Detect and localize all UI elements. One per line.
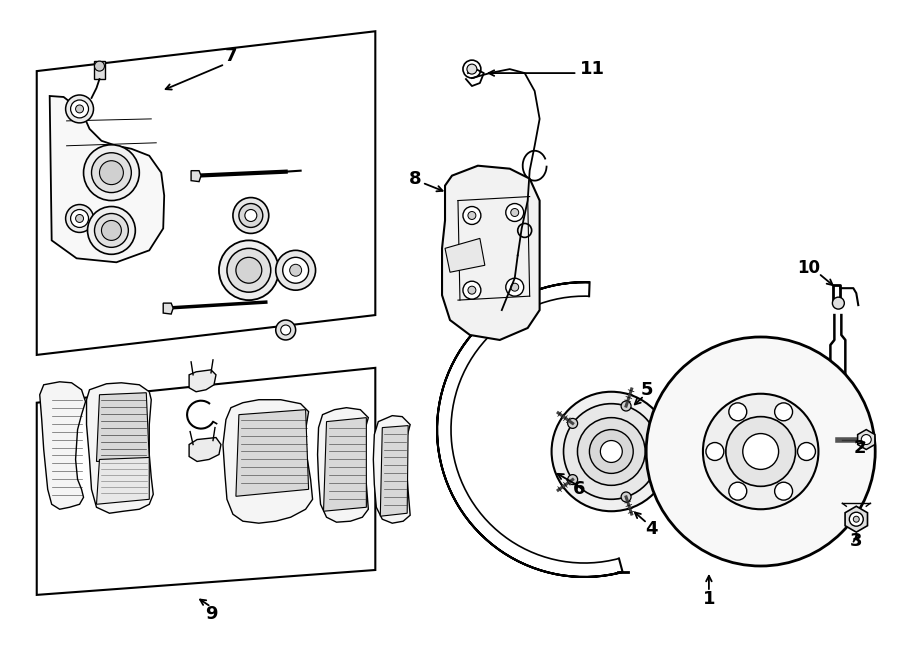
Circle shape <box>227 248 271 292</box>
Circle shape <box>467 64 477 74</box>
Circle shape <box>729 482 747 500</box>
Circle shape <box>92 153 131 193</box>
Circle shape <box>506 278 524 296</box>
Circle shape <box>646 337 875 566</box>
Polygon shape <box>191 171 201 181</box>
Circle shape <box>568 475 578 485</box>
Polygon shape <box>323 418 366 511</box>
Circle shape <box>219 240 279 300</box>
Circle shape <box>510 283 518 291</box>
Circle shape <box>703 394 818 509</box>
Polygon shape <box>163 303 173 314</box>
Circle shape <box>245 209 256 222</box>
Text: 9: 9 <box>205 605 217 623</box>
Circle shape <box>66 95 94 123</box>
Polygon shape <box>37 31 375 355</box>
Circle shape <box>87 207 135 254</box>
Circle shape <box>76 214 84 222</box>
Circle shape <box>275 320 296 340</box>
Polygon shape <box>223 400 312 523</box>
Polygon shape <box>40 382 86 509</box>
Circle shape <box>76 105 84 113</box>
Polygon shape <box>381 426 409 516</box>
Polygon shape <box>86 383 153 513</box>
Circle shape <box>729 403 747 421</box>
Polygon shape <box>374 416 410 523</box>
Circle shape <box>742 434 778 469</box>
Polygon shape <box>845 506 868 532</box>
Circle shape <box>102 220 122 240</box>
Circle shape <box>100 161 123 185</box>
Circle shape <box>463 281 481 299</box>
Circle shape <box>706 442 724 461</box>
Circle shape <box>236 258 262 283</box>
Circle shape <box>275 250 316 290</box>
Polygon shape <box>442 166 540 340</box>
Circle shape <box>281 325 291 335</box>
Ellipse shape <box>279 436 292 459</box>
Circle shape <box>654 446 664 457</box>
Circle shape <box>506 203 524 222</box>
Circle shape <box>600 440 622 463</box>
Polygon shape <box>50 96 164 262</box>
Text: 3: 3 <box>850 532 862 550</box>
Polygon shape <box>445 238 485 272</box>
Circle shape <box>290 264 302 276</box>
Text: 4: 4 <box>645 520 657 538</box>
Bar <box>94 61 105 79</box>
Circle shape <box>94 214 129 248</box>
Text: 11: 11 <box>580 60 605 78</box>
Polygon shape <box>236 410 309 496</box>
Circle shape <box>853 516 859 522</box>
Circle shape <box>463 207 481 224</box>
Text: 8: 8 <box>409 169 421 187</box>
Text: 2: 2 <box>853 438 866 457</box>
Circle shape <box>850 512 863 526</box>
Circle shape <box>233 197 269 234</box>
Text: 7: 7 <box>225 47 238 65</box>
Polygon shape <box>189 438 221 461</box>
Text: 5: 5 <box>641 381 653 399</box>
Circle shape <box>552 392 671 511</box>
Ellipse shape <box>256 434 274 461</box>
Circle shape <box>621 401 631 411</box>
Circle shape <box>578 418 645 485</box>
Circle shape <box>94 61 104 71</box>
Circle shape <box>510 209 518 216</box>
Wedge shape <box>437 282 623 577</box>
Circle shape <box>775 403 793 421</box>
Bar <box>826 378 849 392</box>
Circle shape <box>590 430 634 473</box>
Text: 1: 1 <box>703 590 716 608</box>
Polygon shape <box>96 393 149 461</box>
Circle shape <box>832 297 844 309</box>
Polygon shape <box>858 430 875 449</box>
Circle shape <box>775 482 793 500</box>
Polygon shape <box>37 368 375 595</box>
Circle shape <box>468 211 476 220</box>
Circle shape <box>66 205 94 232</box>
Circle shape <box>84 145 140 201</box>
Circle shape <box>70 100 88 118</box>
Circle shape <box>238 203 263 228</box>
Circle shape <box>861 434 871 444</box>
Text: 10: 10 <box>797 260 820 277</box>
Polygon shape <box>96 457 149 504</box>
Circle shape <box>568 418 578 428</box>
Circle shape <box>70 209 88 228</box>
Circle shape <box>725 416 796 487</box>
Circle shape <box>563 404 659 499</box>
Text: 6: 6 <box>573 481 586 498</box>
Circle shape <box>621 492 631 502</box>
Circle shape <box>468 286 476 294</box>
Polygon shape <box>189 370 216 392</box>
Polygon shape <box>318 408 368 522</box>
Circle shape <box>797 442 815 461</box>
Circle shape <box>283 258 309 283</box>
